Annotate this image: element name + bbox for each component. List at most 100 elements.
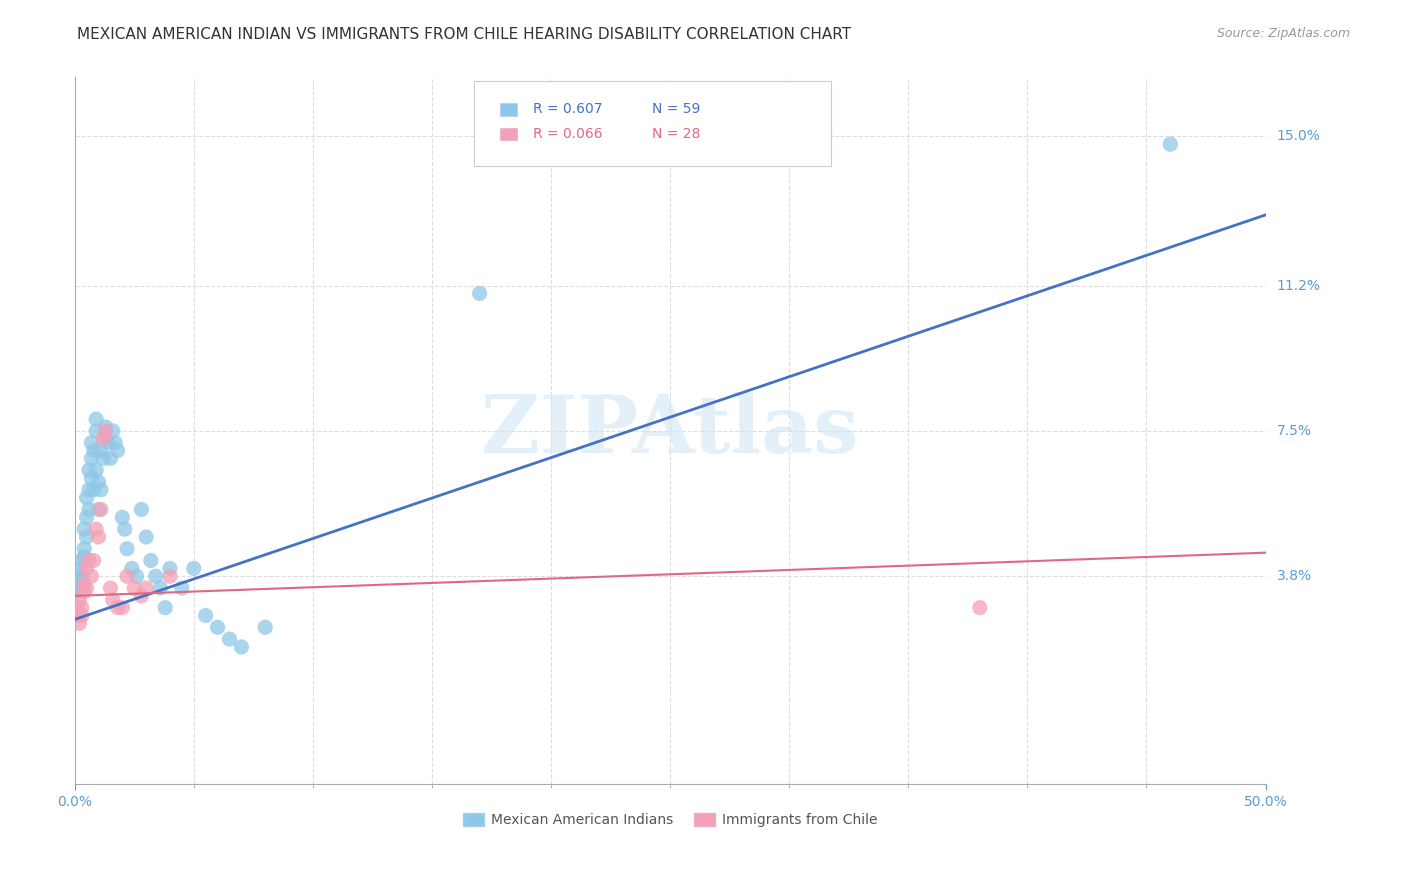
- Point: [87, 502, 110, 516]
- Text: N = 59: N = 59: [652, 103, 700, 116]
- Point: [70, 608, 93, 623]
- Point: [111, 600, 134, 615]
- Point: [87, 475, 110, 489]
- Point: [70, 600, 93, 615]
- FancyBboxPatch shape: [501, 103, 517, 116]
- Point: [73, 549, 96, 564]
- Point: [104, 435, 127, 450]
- Point: [84, 463, 107, 477]
- Point: [153, 600, 176, 615]
- Point: [80, 471, 103, 485]
- Text: 15.0%: 15.0%: [1277, 129, 1320, 144]
- Point: [194, 608, 217, 623]
- Point: [73, 541, 96, 556]
- Point: [969, 600, 991, 615]
- Point: [114, 522, 136, 536]
- Point: [159, 569, 181, 583]
- Point: [135, 581, 157, 595]
- Point: [115, 569, 138, 583]
- Point: [84, 424, 107, 438]
- Point: [77, 463, 100, 477]
- Point: [83, 443, 105, 458]
- Point: [149, 581, 172, 595]
- Point: [69, 581, 91, 595]
- Point: [76, 581, 98, 595]
- Point: [207, 620, 229, 634]
- Text: R = 0.607: R = 0.607: [533, 103, 603, 116]
- Point: [231, 640, 253, 654]
- Point: [66, 577, 89, 591]
- Point: [77, 553, 100, 567]
- Text: 11.2%: 11.2%: [1277, 278, 1320, 293]
- Point: [100, 581, 122, 595]
- Point: [468, 286, 491, 301]
- Point: [69, 592, 91, 607]
- Point: [170, 581, 193, 595]
- Point: [101, 592, 124, 607]
- Point: [69, 561, 91, 575]
- Point: [159, 561, 181, 575]
- FancyBboxPatch shape: [474, 81, 831, 166]
- Point: [1159, 137, 1181, 152]
- Point: [80, 569, 103, 583]
- Text: 7.5%: 7.5%: [1277, 424, 1312, 438]
- Point: [76, 491, 98, 505]
- Point: [91, 451, 114, 466]
- Point: [83, 553, 105, 567]
- Text: Source: ZipAtlas.com: Source: ZipAtlas.com: [1216, 27, 1350, 40]
- Point: [131, 589, 153, 603]
- Point: [218, 632, 240, 646]
- Point: [76, 530, 98, 544]
- Point: [76, 510, 98, 524]
- Point: [66, 585, 89, 599]
- Point: [91, 432, 114, 446]
- Point: [83, 483, 105, 497]
- Point: [107, 600, 129, 615]
- Point: [73, 522, 96, 536]
- Point: [115, 541, 138, 556]
- Point: [90, 443, 112, 458]
- Point: [80, 451, 103, 466]
- Point: [107, 443, 129, 458]
- Point: [80, 435, 103, 450]
- Point: [66, 600, 89, 615]
- Point: [100, 451, 122, 466]
- Point: [70, 569, 93, 583]
- Point: [135, 530, 157, 544]
- Point: [69, 573, 91, 587]
- Text: 3.8%: 3.8%: [1277, 569, 1312, 583]
- Point: [90, 502, 112, 516]
- Text: MEXICAN AMERICAN INDIAN VS IMMIGRANTS FROM CHILE HEARING DISABILITY CORRELATION : MEXICAN AMERICAN INDIAN VS IMMIGRANTS FR…: [77, 27, 852, 42]
- Point: [94, 420, 117, 434]
- Point: [125, 569, 148, 583]
- Point: [84, 522, 107, 536]
- Point: [73, 585, 96, 599]
- Point: [97, 435, 120, 450]
- Point: [131, 502, 153, 516]
- FancyBboxPatch shape: [501, 128, 517, 140]
- Point: [101, 424, 124, 438]
- Point: [70, 553, 93, 567]
- Point: [70, 577, 93, 591]
- Point: [183, 561, 205, 575]
- Point: [122, 581, 145, 595]
- Point: [139, 553, 162, 567]
- Point: [66, 608, 89, 623]
- Text: N = 28: N = 28: [652, 127, 700, 141]
- Point: [111, 510, 134, 524]
- Point: [77, 502, 100, 516]
- Point: [69, 616, 91, 631]
- Point: [94, 432, 117, 446]
- Point: [73, 577, 96, 591]
- Point: [90, 483, 112, 497]
- Point: [94, 424, 117, 438]
- Point: [121, 561, 143, 575]
- Point: [254, 620, 277, 634]
- Point: [145, 569, 167, 583]
- Point: [84, 412, 107, 426]
- Point: [77, 483, 100, 497]
- Text: ZIPAtlas: ZIPAtlas: [481, 392, 859, 470]
- Point: [76, 561, 98, 575]
- Text: R = 0.066: R = 0.066: [533, 127, 603, 141]
- Point: [66, 569, 89, 583]
